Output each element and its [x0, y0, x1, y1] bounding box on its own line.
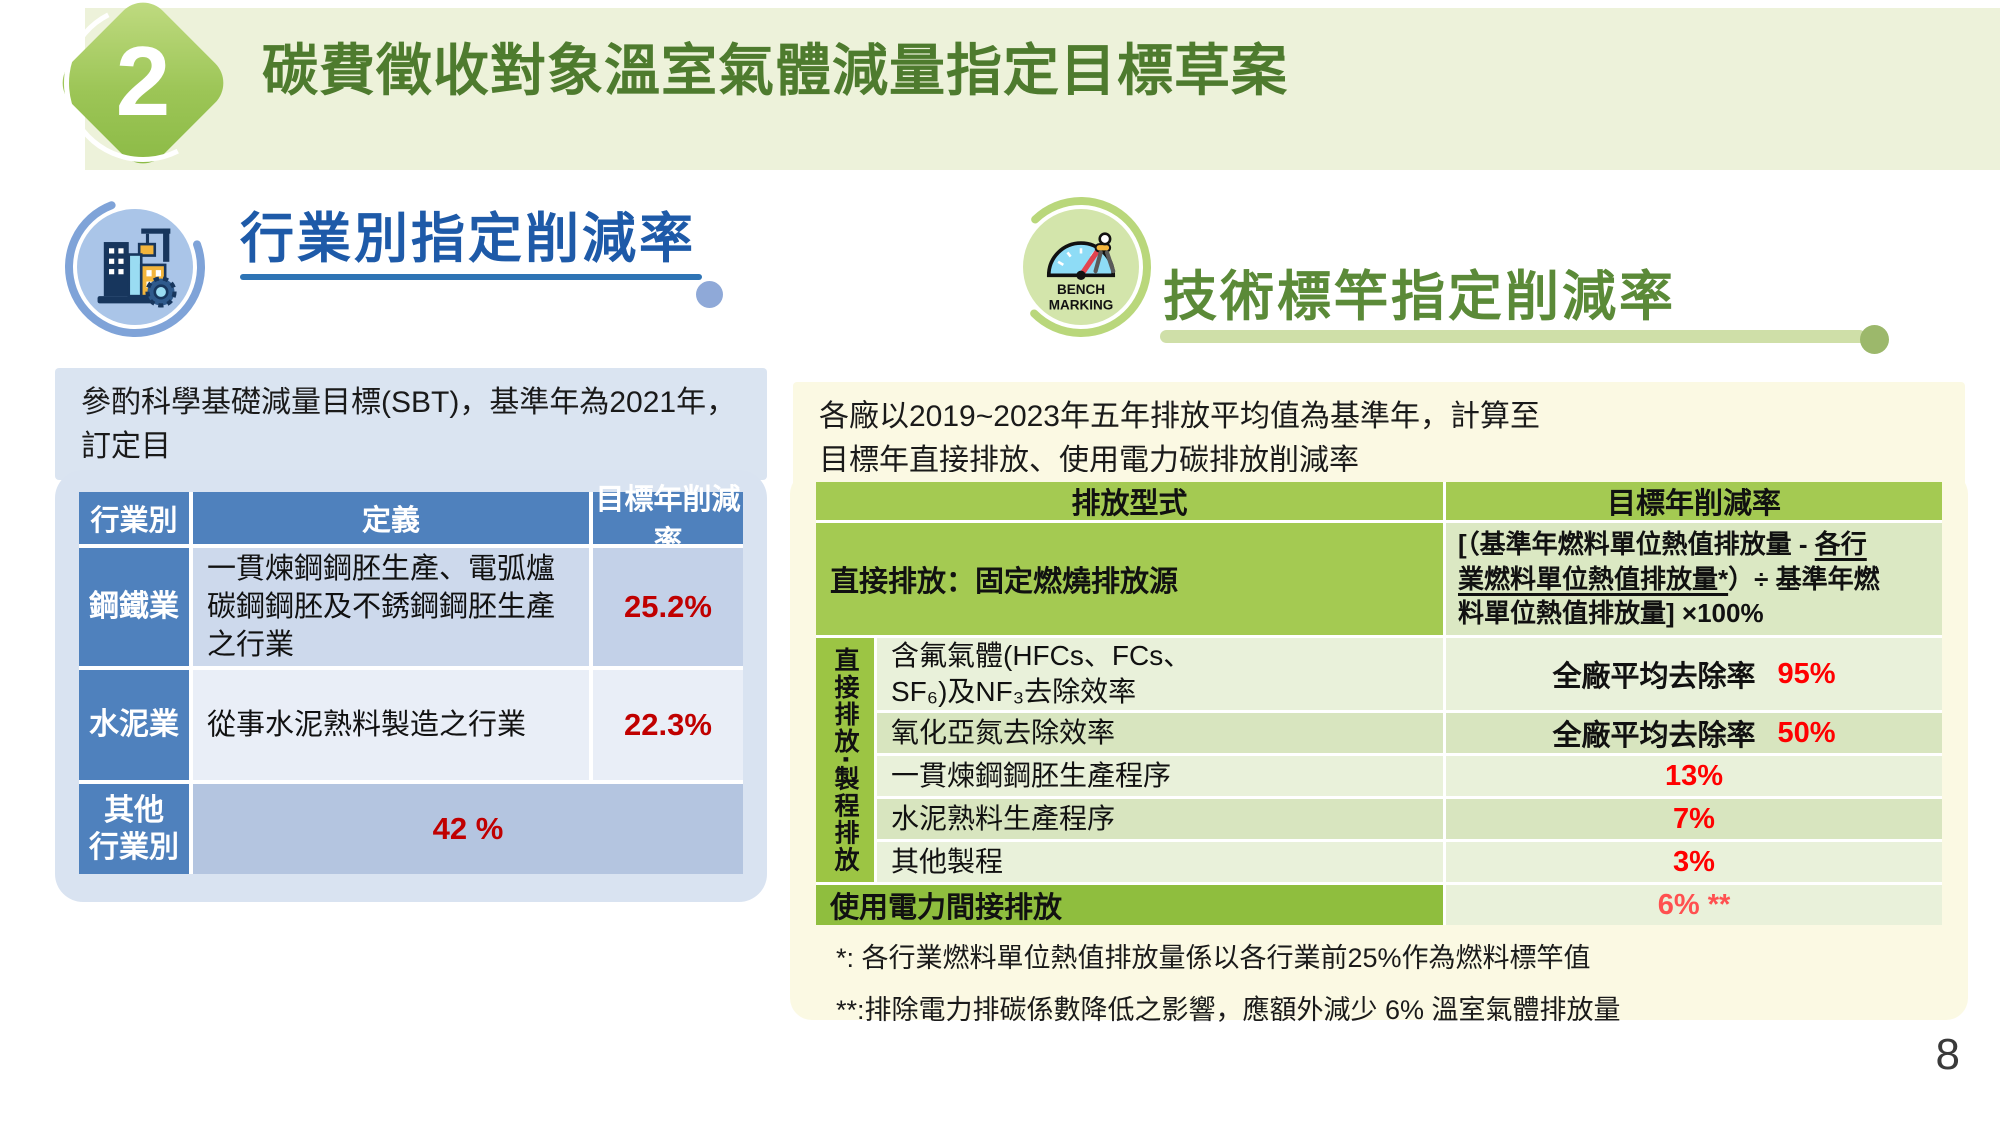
process-label-cement-clinker: 水泥熟料生產程序 — [877, 799, 1443, 839]
benchmark-gauge-icon: BENCH MARKING — [1046, 232, 1116, 313]
section-number: 2 — [115, 25, 171, 136]
rate-cell-steel: 25.2% — [593, 548, 743, 666]
slide-title: 碳費徵收對象溫室氣體減量指定目標草案 — [262, 39, 1288, 102]
footnote-fuel-benchmark: *: 各行業燃料單位熱值排放量係以各行業前25%作為燃料標竿值 — [836, 943, 1591, 973]
rate-cell-cement: 22.3% — [593, 670, 743, 780]
rate-cell-others: 42 % — [193, 784, 743, 874]
process-value-fluorinated-gases: 全廠平均去除率 95% — [1446, 638, 1942, 710]
definition-cell-steel: 一貫煉鋼鋼胚生產、電弧爐碳鋼鋼胚及不銹鋼鋼胚生產之行業 — [193, 548, 589, 666]
left-description: 參酌科學基礎減量目標(SBT)，基準年為2021年，訂定目 標年鋼鐵、水泥業及其… — [55, 368, 767, 506]
left-heading-underline — [240, 274, 702, 280]
industry-icon-medallion — [62, 194, 208, 340]
section-number-badge: 2 — [43, 0, 243, 183]
process-label-nitrous-oxide: 氧化亞氮去除效率 — [877, 713, 1443, 753]
benchmark-icon-text-line2: MARKING — [1049, 298, 1114, 313]
process-label-steel-billet: 一貫煉鋼鋼胚生產程序 — [877, 756, 1443, 796]
benchmark-icon-medallion: BENCH MARKING — [1008, 194, 1154, 340]
benchmark-header-target-rate: 目標年削減率 — [1446, 482, 1942, 520]
process-value-other-processes: 3% — [1446, 842, 1942, 882]
direct-emission-formula: [（基準年燃料單位熱值排放量 - 各行 業燃料單位熱值排放量*）÷ 基準年燃 料… — [1446, 523, 1942, 635]
industry-cell-others: 其他 行業別 — [79, 784, 189, 874]
factory-crane-icon — [97, 228, 177, 308]
electricity-indirect-value: 6% ** — [1446, 885, 1942, 925]
industry-table-header-definition: 定義 — [193, 492, 589, 544]
process-value-nitrous-oxide: 全廠平均去除率 50% — [1446, 713, 1942, 753]
value-prefix: 全廠平均去除率 — [1552, 720, 1756, 752]
industry-table-panel: 行業別 定義 目標年削減率 鋼鐵業 一貫煉鋼鋼胚生產、電弧爐碳鋼鋼胚及不銹鋼鋼胚… — [55, 470, 767, 902]
direct-emission-label: 直接排放：固定燃燒排放源 — [816, 523, 1443, 635]
value-red: 7% — [1673, 802, 1715, 835]
formula-part2: ）÷ 基準年燃 料單位熱值排放量] ×100% — [1458, 563, 1880, 629]
benchmark-icon-text-line1: BENCH — [1057, 282, 1105, 297]
industry-cell-cement: 水泥業 — [79, 670, 189, 780]
left-section-heading: 行業別指定削減率 — [240, 209, 696, 269]
process-value-steel-billet: 13% — [1446, 756, 1942, 796]
footnote-electricity-reduction: **:排除電力排碳係數降低之影響，應額外減少 6% 溫室氣體排放量 — [836, 995, 1621, 1025]
process-label-fluorinated-gases: 含氟氣體(HFCs、FCs、 SF₆)及NF₃去除效率 — [877, 638, 1443, 710]
industry-cell-steel: 鋼鐵業 — [79, 548, 189, 666]
value-red: 3% — [1673, 845, 1715, 878]
right-section-heading: 技術標竿指定削減率 — [1163, 267, 1676, 327]
page-number: 8 — [1935, 1030, 1960, 1079]
value-red: 50% — [1777, 716, 1836, 749]
value-red: 13% — [1664, 759, 1724, 792]
right-heading-underline-dot — [1860, 325, 1889, 354]
left-heading-underline-dot — [696, 281, 723, 308]
benchmark-table-panel: 排放型式 目標年削減率 直接排放：固定燃燒排放源 [（基準年燃料單位熱值排放量 … — [790, 472, 1968, 1020]
industry-table-header-rate: 目標年削減率 — [593, 484, 743, 558]
process-group-label: 直接排放‧製程排放 — [816, 638, 874, 882]
icon-ring-decoration — [1011, 197, 1151, 337]
right-heading-underline — [1160, 330, 1866, 343]
benchmark-header-emission-type: 排放型式 — [816, 482, 1443, 520]
formula-underlined: 各行 業燃料單位熱值排放量* — [1458, 529, 1867, 594]
value-red: 6% ** — [1657, 888, 1731, 921]
value-prefix: 全廠平均去除率 — [1552, 661, 1756, 693]
header-band — [85, 8, 2000, 170]
electricity-indirect-label: 使用電力間接排放 — [816, 885, 1443, 925]
value-red: 95% — [1777, 657, 1836, 690]
definition-cell-cement: 從事水泥熟料製造之行業 — [193, 670, 589, 780]
industry-table: 行業別 定義 目標年削減率 鋼鐵業 一貫煉鋼鋼胚生產、電弧爐碳鋼鋼胚及不銹鋼鋼胚… — [79, 484, 743, 874]
icon-ring-decoration — [65, 197, 205, 337]
process-label-other-processes: 其他製程 — [877, 842, 1443, 882]
benchmark-table: 排放型式 目標年削減率 直接排放：固定燃燒排放源 [（基準年燃料單位熱值排放量 … — [816, 482, 1942, 925]
industry-table-header-industry: 行業別 — [79, 492, 189, 544]
formula-part1: [（基準年燃料單位熱值排放量 - — [1458, 529, 1815, 559]
process-value-cement-clinker: 7% — [1446, 799, 1942, 839]
